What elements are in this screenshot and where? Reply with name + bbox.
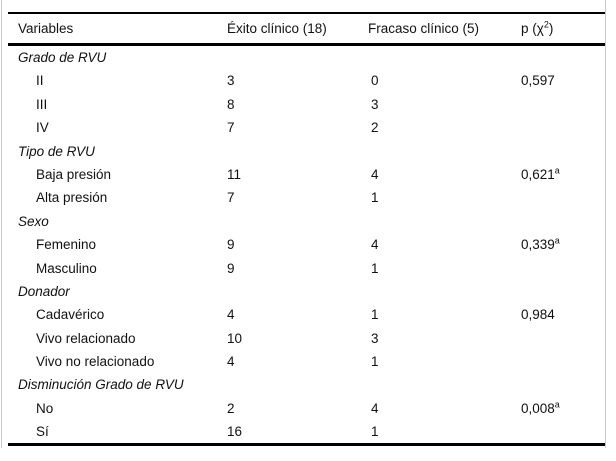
exito-value: 16 <box>227 424 243 440</box>
row-label: Femenino <box>36 237 97 253</box>
fracaso-value: 2 <box>371 120 379 136</box>
category-row: Grado de RVU <box>0 46 616 69</box>
row-label: Donador <box>18 283 70 299</box>
row-label: Masculino <box>36 260 97 276</box>
row-label: Vivo relacionado <box>36 330 136 346</box>
p-footnote-marker: a <box>554 399 560 410</box>
p-value: 0,597 <box>521 73 555 89</box>
column-header-p-chi2: p (χ2) <box>521 14 553 43</box>
exito-value: 10 <box>227 330 243 346</box>
row-label: IV <box>36 120 49 136</box>
right-frame-line <box>605 0 606 448</box>
table-row: Cadavérico 4 1 0,984 <box>0 303 616 326</box>
column-header-variables: Variables <box>18 21 74 36</box>
header-rule <box>8 43 605 46</box>
fracaso-value: 1 <box>371 190 379 206</box>
exito-value: 9 <box>227 237 235 253</box>
column-header-exito: Éxito clínico (18) <box>227 21 327 36</box>
exito-value: 4 <box>227 307 235 323</box>
table-row: Vivo no relacionado 4 1 <box>0 350 616 373</box>
row-label: III <box>36 96 48 112</box>
table-row: IV 7 2 <box>0 116 616 139</box>
table-row: No 2 4 0,008a <box>0 397 616 420</box>
table-row: Femenino 9 4 0,339a <box>0 233 616 256</box>
bottom-rule <box>8 443 605 446</box>
exito-value: 7 <box>227 190 235 206</box>
p-header-superscript: 2 <box>543 19 549 30</box>
p-header-prefix: p (χ <box>521 21 544 36</box>
row-label: Grado de RVU <box>18 50 107 65</box>
table-row: Masculino 9 1 <box>0 257 616 280</box>
table-row: Sí 16 1 <box>0 420 616 443</box>
row-label: Alta presión <box>36 190 108 206</box>
category-row: Tipo de RVU <box>0 140 616 163</box>
fracaso-value: 1 <box>371 307 379 323</box>
row-label: Sí <box>36 424 49 440</box>
fracaso-value: 4 <box>371 400 379 416</box>
row-label: Tipo de RVU <box>18 143 95 159</box>
fracaso-value: 3 <box>371 96 379 112</box>
exito-value: 4 <box>227 354 235 370</box>
fracaso-value: 4 <box>371 166 379 182</box>
table-body: Grado de RVU II 3 0 0,597 III 8 3 IV 7 2 Tipo de RV… <box>0 46 616 444</box>
fracaso-value: 3 <box>371 330 379 346</box>
exito-value: 7 <box>227 120 235 136</box>
table-row: Vivo relacionado 10 3 <box>0 327 616 350</box>
fracaso-value: 0 <box>371 73 379 89</box>
table-header: Variables Éxito clínico (18) Fracaso clí… <box>0 14 616 43</box>
exito-value: 9 <box>227 260 235 276</box>
row-label: Baja presión <box>36 166 112 182</box>
row-label: No <box>36 400 54 416</box>
row-label: Vivo no relacionado <box>36 354 155 370</box>
exito-value: 11 <box>227 166 242 182</box>
category-row: Donador <box>0 280 616 303</box>
fracaso-value: 1 <box>371 260 379 276</box>
column-header-fracaso: Fracaso clínico (5) <box>368 21 480 36</box>
row-label: Disminución Grado de RVU <box>18 377 184 393</box>
p-footnote-marker: a <box>554 235 560 246</box>
category-row: Disminución Grado de RVU <box>0 373 616 396</box>
p-value: 0,621a <box>521 165 560 182</box>
fracaso-value: 1 <box>371 354 379 370</box>
p-value: 0,339a <box>521 235 560 253</box>
fracaso-value: 4 <box>371 237 379 253</box>
category-row: Sexo <box>0 210 616 233</box>
row-label: Sexo <box>18 213 49 229</box>
p-value: 0,008a <box>521 399 560 416</box>
left-frame-line <box>1 0 2 448</box>
exito-value: 3 <box>227 73 235 89</box>
p-header-suffix: ) <box>548 21 554 36</box>
table-row: Baja presión 11 4 0,621a <box>0 163 616 186</box>
top-rule <box>8 12 605 14</box>
fracaso-value: 1 <box>371 424 379 440</box>
row-label: Cadavérico <box>36 307 105 323</box>
p-footnote-marker: a <box>554 165 560 176</box>
table-row: III 8 3 <box>0 93 616 116</box>
row-label: II <box>36 73 44 89</box>
p-value: 0,984 <box>521 307 555 323</box>
table-row: Alta presión 7 1 <box>0 186 616 209</box>
exito-value: 8 <box>227 96 235 112</box>
table-row: II 3 0 0,597 <box>0 69 616 92</box>
exito-value: 2 <box>227 400 235 416</box>
